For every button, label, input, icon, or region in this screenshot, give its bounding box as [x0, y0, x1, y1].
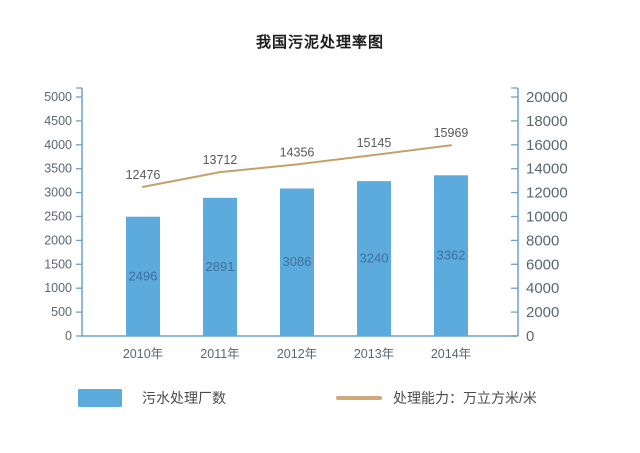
x-axis-category-label: 2013年	[354, 347, 394, 361]
left-axis-tick-label: 4500	[44, 114, 72, 128]
line-value-label: 15969	[434, 126, 469, 140]
right-axis-tick-label: 12000	[526, 185, 568, 202]
line-value-label: 12476	[126, 168, 161, 182]
left-axis-tick-label: 4000	[44, 138, 72, 152]
left-axis-tick-label: 0	[65, 329, 72, 343]
bar-value-label: 3362	[437, 248, 466, 263]
bar	[434, 175, 468, 336]
bar	[357, 181, 391, 336]
left-axis-tick-label: 3500	[44, 162, 72, 176]
left-axis-tick-label: 5000	[44, 90, 72, 104]
bar-series-swatch-icon	[78, 389, 122, 407]
bar	[280, 188, 314, 336]
right-axis-tick-label: 10000	[526, 209, 568, 226]
right-axis-tick-label: 2000	[526, 304, 559, 321]
x-axis-category-label: 2014年	[431, 347, 471, 361]
bar-value-label: 3086	[283, 254, 312, 269]
bar-value-label: 3240	[360, 251, 389, 266]
left-axis-tick-label: 1500	[44, 257, 72, 271]
right-axis-tick-label: 8000	[526, 232, 559, 249]
right-axis-tick-label: 6000	[526, 256, 559, 273]
bar	[203, 197, 237, 336]
legend-bar-label: 污水处理厂数	[142, 390, 226, 406]
right-axis-tick-label: 0	[526, 328, 534, 345]
chart-plot-area: 0 500 1000 1500 2000 2500 3000 3500 4000 4500 5000…	[44, 87, 568, 361]
left-axis-tick-label: 500	[51, 305, 72, 319]
capacity-line	[142, 144, 452, 188]
line-value-label: 14356	[280, 145, 315, 159]
right-axis-tick-label: 20000	[526, 89, 568, 106]
x-axis-category-label: 2011年	[200, 347, 239, 361]
legend-item-bar: 污水处理厂数	[78, 389, 226, 407]
x-axis-category-label: 2010年	[123, 347, 163, 361]
bar	[126, 216, 160, 336]
bar-value-label: 2891	[206, 259, 235, 274]
line-value-label: 15145	[357, 136, 392, 150]
bar-value-label: 2496	[129, 268, 158, 283]
legend-line-label: 处理能力：万立方米/米	[393, 390, 537, 406]
left-axis-tick-label: 3000	[44, 186, 72, 200]
line-series-swatch-icon	[336, 396, 382, 400]
left-axis-tick-label: 2500	[44, 210, 72, 224]
right-axis-tick-label: 18000	[526, 113, 568, 130]
x-axis-category-label: 2012年	[277, 347, 317, 361]
right-axis-tick-label: 16000	[526, 137, 568, 154]
right-axis-tick-label: 14000	[526, 161, 568, 178]
right-axis-tick-label: 4000	[526, 280, 559, 297]
left-axis-tick-label: 2000	[44, 233, 72, 247]
legend-item-line: 处理能力：万立方米/米	[336, 389, 537, 407]
left-axis-tick-label: 1000	[44, 281, 72, 295]
line-value-label: 13712	[203, 153, 238, 167]
chart-title: 我国污泥处理率图	[255, 34, 384, 51]
